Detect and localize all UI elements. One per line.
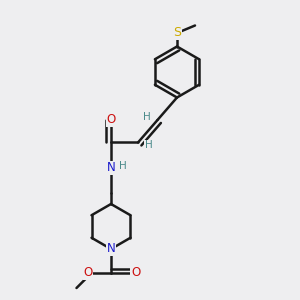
Text: H: H bbox=[143, 112, 151, 122]
Text: H: H bbox=[145, 140, 152, 151]
Text: O: O bbox=[83, 266, 92, 280]
Text: N: N bbox=[106, 161, 116, 175]
Text: O: O bbox=[131, 266, 140, 280]
Text: S: S bbox=[173, 26, 181, 40]
Text: O: O bbox=[106, 113, 116, 127]
Text: N: N bbox=[106, 242, 116, 256]
Text: H: H bbox=[118, 161, 126, 171]
